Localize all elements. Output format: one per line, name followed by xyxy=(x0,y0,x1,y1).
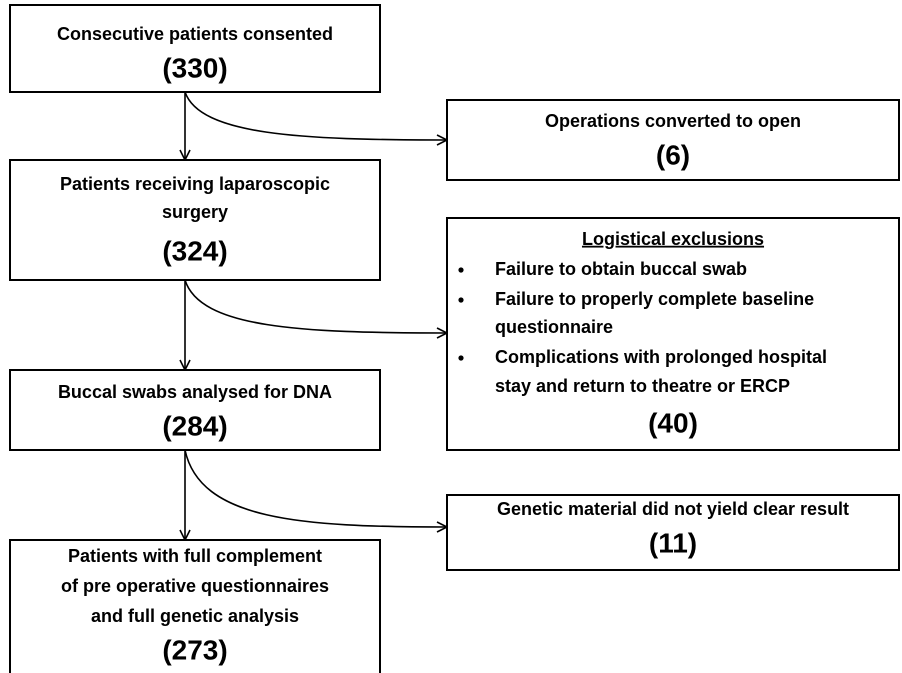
box xyxy=(9,369,381,451)
count: (284) xyxy=(162,410,227,441)
node: Logistical exclusions Failure to obtain b… xyxy=(446,217,900,451)
node-label: Buccal swabs analysed for DNA xyxy=(58,382,332,402)
bullet xyxy=(458,297,464,303)
node: Patients with full complement of pre oper… xyxy=(9,539,381,673)
node: Patients receiving laparoscopic surgery (3… xyxy=(9,159,381,281)
count: (273) xyxy=(162,634,227,665)
count: (6) xyxy=(656,139,690,170)
node-label: Consecutive patients consented xyxy=(57,24,333,44)
bullet-text: Failure to obtain buccal swab xyxy=(495,259,747,279)
bullet xyxy=(458,267,464,273)
arrow xyxy=(184,91,447,140)
node: Buccal swabs analysed for DNA (284) xyxy=(9,369,381,451)
bullet xyxy=(458,355,464,361)
box xyxy=(446,494,900,571)
box xyxy=(9,539,381,673)
box xyxy=(446,99,900,181)
node-label: Operations converted to open xyxy=(545,111,801,131)
node-label: Patients with full complement xyxy=(68,546,322,566)
heading: Logistical exclusions xyxy=(582,229,764,249)
bullet-text: questionnaire xyxy=(495,317,613,337)
bullet-text: stay and return to theatre or ERCP xyxy=(495,376,790,396)
node-label: Genetic material did not yield clear res… xyxy=(497,499,849,519)
node-label: surgery xyxy=(162,202,228,222)
count: (330) xyxy=(162,52,227,83)
count: (324) xyxy=(162,235,227,266)
arrow xyxy=(184,449,447,527)
node: Consecutive patients consented (330) xyxy=(9,4,381,93)
arrows xyxy=(184,91,447,540)
bullet-text: Complications with prolonged hospital xyxy=(495,347,827,367)
bullet-text: Failure to properly complete baseline xyxy=(495,289,814,309)
box xyxy=(446,217,900,451)
node-label: Patients receiving laparoscopic xyxy=(60,174,330,194)
box xyxy=(9,4,381,93)
count: (11) xyxy=(649,527,697,558)
count: (40) xyxy=(648,407,698,438)
node: Operations converted to open (6) xyxy=(446,99,900,181)
node-label: and full genetic analysis xyxy=(91,606,299,626)
node: Genetic material did not yield clear res… xyxy=(446,494,900,571)
arrow xyxy=(184,279,447,333)
node-label: of pre operative questionnaires xyxy=(61,576,329,596)
box xyxy=(9,159,381,281)
